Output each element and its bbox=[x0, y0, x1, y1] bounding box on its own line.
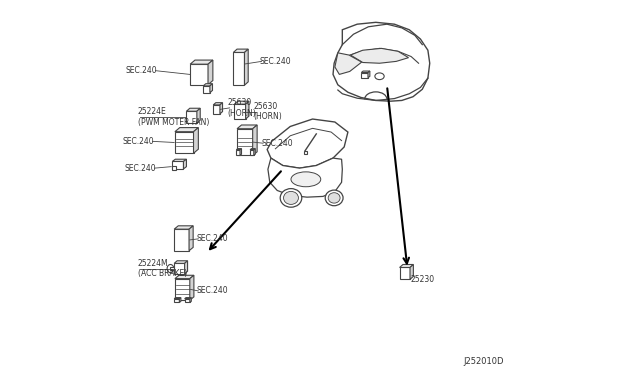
Polygon shape bbox=[362, 73, 368, 78]
Polygon shape bbox=[237, 129, 253, 155]
Polygon shape bbox=[184, 299, 190, 302]
Ellipse shape bbox=[284, 191, 298, 204]
Polygon shape bbox=[186, 108, 200, 111]
Polygon shape bbox=[174, 298, 181, 299]
Polygon shape bbox=[351, 48, 408, 63]
Polygon shape bbox=[175, 128, 198, 132]
Polygon shape bbox=[362, 71, 370, 73]
Polygon shape bbox=[184, 261, 188, 274]
Bar bbox=[172, 166, 176, 170]
Bar bbox=[303, 151, 307, 154]
Polygon shape bbox=[174, 229, 189, 251]
Polygon shape bbox=[236, 150, 240, 155]
Polygon shape bbox=[254, 149, 255, 155]
Ellipse shape bbox=[280, 189, 302, 207]
Polygon shape bbox=[179, 298, 181, 302]
Polygon shape bbox=[174, 263, 184, 274]
Polygon shape bbox=[174, 299, 179, 302]
Polygon shape bbox=[208, 60, 213, 84]
Polygon shape bbox=[267, 119, 348, 168]
Polygon shape bbox=[234, 49, 248, 52]
Polygon shape bbox=[240, 149, 241, 155]
Text: SEC.240: SEC.240 bbox=[196, 286, 228, 295]
Ellipse shape bbox=[375, 73, 384, 80]
Polygon shape bbox=[234, 104, 246, 119]
Text: SEC.240: SEC.240 bbox=[125, 164, 156, 173]
Polygon shape bbox=[190, 298, 191, 302]
Polygon shape bbox=[174, 261, 188, 263]
Polygon shape bbox=[175, 279, 190, 300]
Bar bbox=[170, 267, 174, 270]
Polygon shape bbox=[210, 84, 212, 93]
Polygon shape bbox=[244, 49, 248, 85]
Polygon shape bbox=[190, 275, 194, 300]
Text: SEC.240: SEC.240 bbox=[261, 139, 293, 148]
Polygon shape bbox=[333, 22, 429, 101]
Polygon shape bbox=[190, 64, 208, 84]
Polygon shape bbox=[203, 84, 212, 86]
Polygon shape bbox=[399, 264, 413, 267]
Polygon shape bbox=[253, 125, 257, 155]
Polygon shape bbox=[268, 158, 342, 197]
Polygon shape bbox=[236, 149, 241, 150]
Polygon shape bbox=[189, 226, 193, 251]
Polygon shape bbox=[399, 267, 410, 279]
Polygon shape bbox=[234, 101, 249, 104]
Polygon shape bbox=[197, 108, 200, 123]
Text: 25630
(HORN): 25630 (HORN) bbox=[254, 102, 282, 121]
Polygon shape bbox=[213, 103, 223, 105]
Polygon shape bbox=[220, 103, 223, 114]
Ellipse shape bbox=[325, 190, 343, 206]
Polygon shape bbox=[237, 125, 257, 129]
Polygon shape bbox=[175, 275, 194, 279]
Polygon shape bbox=[335, 53, 362, 74]
Text: SEC.240: SEC.240 bbox=[123, 137, 154, 146]
Polygon shape bbox=[234, 52, 244, 85]
Polygon shape bbox=[172, 161, 184, 169]
Text: 25224M
(ACC BRAKE): 25224M (ACC BRAKE) bbox=[138, 259, 187, 278]
Polygon shape bbox=[213, 105, 220, 114]
Polygon shape bbox=[186, 111, 197, 123]
Polygon shape bbox=[203, 86, 210, 93]
Polygon shape bbox=[410, 264, 413, 279]
Polygon shape bbox=[172, 159, 186, 161]
Text: 25630
(HORN): 25630 (HORN) bbox=[228, 98, 257, 118]
Polygon shape bbox=[250, 150, 254, 155]
Polygon shape bbox=[190, 60, 213, 64]
Ellipse shape bbox=[328, 193, 340, 203]
Polygon shape bbox=[175, 132, 193, 153]
Polygon shape bbox=[246, 101, 249, 119]
Text: SEC.240: SEC.240 bbox=[260, 57, 291, 66]
Polygon shape bbox=[368, 71, 370, 78]
Polygon shape bbox=[184, 298, 191, 299]
Polygon shape bbox=[250, 149, 255, 150]
Text: SEC.240: SEC.240 bbox=[126, 66, 157, 75]
Ellipse shape bbox=[167, 264, 174, 273]
Polygon shape bbox=[184, 159, 186, 169]
Polygon shape bbox=[193, 128, 198, 153]
Text: SEC.240: SEC.240 bbox=[196, 234, 228, 243]
Text: 25230: 25230 bbox=[410, 275, 434, 284]
Text: J252010D: J252010D bbox=[463, 357, 504, 366]
Ellipse shape bbox=[291, 172, 321, 187]
Polygon shape bbox=[174, 226, 193, 229]
Text: 25224E
(PWM MOTER FAN): 25224E (PWM MOTER FAN) bbox=[138, 108, 209, 127]
